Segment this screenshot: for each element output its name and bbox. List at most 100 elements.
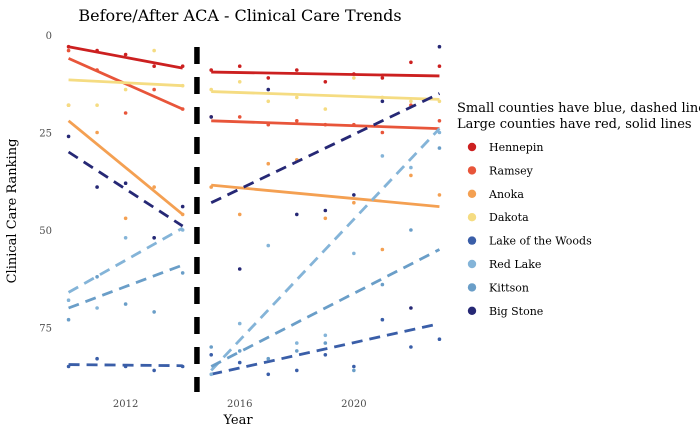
point-hennepin (66, 44, 71, 49)
point-dakota (66, 103, 71, 107)
point-red-lake (266, 243, 271, 248)
point-kittson (209, 345, 214, 349)
point-anoka (209, 185, 214, 189)
point-lake-of-the-woods (266, 372, 271, 377)
point-lake-of-the-woods (123, 364, 128, 369)
point-dakota (180, 83, 185, 88)
point-ramsey (294, 119, 299, 123)
point-lake-of-the-woods (209, 353, 214, 357)
legend-title-line-1: Small counties have blue, dashed lines (457, 101, 700, 116)
legend-key-ramsey (467, 166, 477, 175)
point-hennepin (437, 64, 442, 68)
x-tick-label: 2016 (227, 399, 252, 410)
point-lake-of-the-woods (323, 353, 328, 357)
point-ramsey (266, 122, 271, 127)
point-kittson (409, 228, 413, 232)
point-kittson (266, 356, 271, 361)
point-hennepin (380, 76, 385, 80)
x-tick-label: 2020 (341, 399, 366, 410)
legend-key-dakota (467, 213, 477, 222)
point-ramsey (352, 122, 356, 127)
point-big-stone (294, 212, 299, 217)
point-dakota (380, 95, 385, 100)
point-dakota (237, 80, 242, 84)
trend-post-line-kittson (210, 248, 441, 368)
point-red-lake (323, 333, 328, 338)
point-hennepin (237, 64, 242, 68)
point-dakota (294, 95, 299, 100)
point-big-stone (266, 87, 271, 92)
point-anoka (266, 161, 271, 166)
legend-key-lake-of-the-woods (467, 236, 477, 245)
y-axis-label: Clinical Care Ranking (5, 139, 20, 284)
trend-pre-line-red-lake (67, 226, 184, 294)
trend-pre-line-big-stone (67, 150, 184, 228)
point-anoka (152, 185, 156, 189)
trend-pre-line-anoka (67, 119, 184, 216)
y-tick-label: 50 (39, 226, 52, 237)
series-big-stone (66, 44, 442, 310)
point-dakota (409, 99, 413, 104)
point-lake-of-the-woods (380, 317, 385, 322)
point-kittson (323, 341, 328, 345)
point-big-stone (152, 236, 156, 240)
point-red-lake (409, 165, 413, 170)
legend-key-red-lake (467, 259, 477, 269)
legend-key-anoka (467, 189, 477, 198)
point-ramsey (180, 107, 185, 111)
trend-post-line-big-stone (210, 92, 441, 204)
point-lake-of-the-woods (66, 364, 71, 369)
point-lake-of-the-woods (352, 364, 356, 369)
trend-post-line-dakota (211, 90, 440, 101)
point-lake-of-the-woods (437, 337, 442, 342)
point-hennepin (180, 64, 185, 68)
point-anoka (95, 130, 99, 135)
x-tick-label: 2012 (113, 399, 138, 410)
point-dakota (152, 48, 156, 53)
series-kittson (66, 146, 442, 373)
point-red-lake (294, 341, 299, 345)
point-anoka (180, 212, 185, 217)
point-kittson (95, 275, 99, 279)
point-ramsey (437, 119, 442, 123)
point-dakota (95, 103, 99, 107)
y-tick-label: 75 (39, 324, 52, 335)
point-hennepin (123, 52, 128, 57)
point-kittson (152, 310, 156, 314)
point-ramsey (123, 111, 128, 115)
point-kittson (437, 146, 442, 150)
legend-key-big-stone (467, 306, 477, 315)
point-ramsey (237, 115, 242, 119)
point-red-lake (352, 251, 356, 256)
plot-area (66, 44, 442, 392)
legend-items: Hennepin Ramsey Anoka Dakota Lake of the Woo… (467, 141, 592, 318)
point-ramsey (152, 87, 156, 92)
point-big-stone (180, 204, 185, 209)
point-kittson (380, 282, 385, 287)
point-kittson (66, 317, 71, 322)
point-big-stone (123, 181, 128, 185)
point-ramsey (95, 68, 99, 72)
point-lake-of-the-woods (237, 360, 242, 365)
legend-key-kittson (467, 283, 477, 292)
point-anoka (380, 247, 385, 252)
point-big-stone (95, 185, 99, 189)
point-dakota (209, 87, 214, 92)
point-big-stone (237, 267, 242, 271)
point-red-lake (123, 236, 128, 240)
point-red-lake (380, 154, 385, 158)
point-hennepin (266, 76, 271, 80)
point-kittson (123, 302, 128, 306)
point-big-stone (352, 193, 356, 197)
series-lake-of-the-woods (66, 317, 442, 377)
point-ramsey (66, 48, 71, 53)
point-red-lake (209, 372, 214, 377)
x-axis-label: Year (222, 413, 253, 428)
point-kittson (294, 349, 299, 353)
legend-key-hennepin (467, 142, 477, 152)
point-red-lake (66, 298, 71, 303)
legend-label-anoka: Anoka (488, 188, 524, 201)
trend-post-line-hennepin (211, 70, 440, 78)
trend-post-line-red-lake (210, 127, 441, 372)
legend-label-kittson: Kittson (489, 281, 529, 294)
